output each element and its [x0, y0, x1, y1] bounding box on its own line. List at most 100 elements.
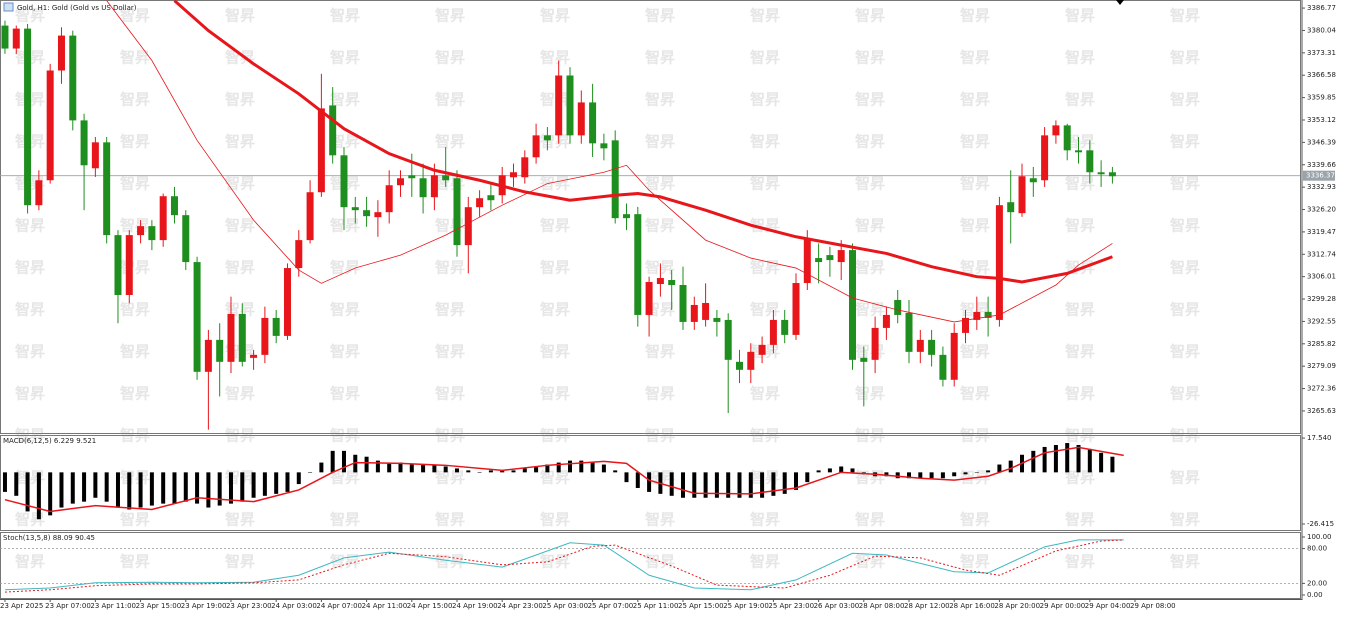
histogram-bar	[534, 466, 539, 473]
watermark: 智昇	[435, 343, 465, 361]
watermark: 智昇	[645, 217, 675, 235]
histogram-bar	[341, 450, 346, 473]
histogram-bar	[827, 468, 832, 473]
histogram-bar	[240, 472, 245, 502]
watermark: 智昇	[645, 343, 675, 361]
y-tick-label: 3366.58	[1307, 71, 1336, 79]
watermark: 智昇	[225, 553, 255, 571]
watermark: 智昇	[1170, 91, 1200, 109]
candle-body	[702, 302, 710, 320]
x-tick-label: 24 Apr 23:00	[497, 602, 543, 610]
watermark: 智昇	[435, 469, 465, 487]
histogram-bar	[1042, 446, 1047, 473]
watermark: 智昇	[960, 49, 990, 67]
histogram-bar	[929, 472, 934, 479]
watermark: 智昇	[1065, 217, 1095, 235]
watermark: 智昇	[225, 7, 255, 25]
x-tick-label: 23 Apr 07:00	[45, 602, 91, 610]
y-tick-label: -26.415	[1307, 520, 1334, 528]
watermark: 智昇	[15, 301, 45, 319]
watermark: 智昇	[645, 175, 675, 193]
watermark: 智昇	[855, 301, 885, 319]
histogram-bar	[726, 472, 731, 498]
watermark: 智昇	[540, 469, 570, 487]
histogram-bar	[556, 462, 561, 473]
candle-body	[849, 250, 857, 360]
y-tick-label: 3319.47	[1307, 228, 1336, 236]
watermark: 智昇	[750, 133, 780, 151]
watermark: 智昇	[330, 385, 360, 403]
watermark: 智昇	[225, 217, 255, 235]
watermark: 智昇	[960, 553, 990, 571]
histogram-bar	[228, 472, 233, 504]
watermark: 智昇	[855, 553, 885, 571]
watermark: 智昇	[435, 91, 465, 109]
histogram-bar	[794, 472, 799, 490]
watermark: 智昇	[750, 553, 780, 571]
watermark: 智昇	[1065, 553, 1095, 571]
watermark: 智昇	[330, 343, 360, 361]
watermark: 智昇	[1065, 7, 1095, 25]
x-tick-label: 29 Apr 04:00	[1085, 602, 1131, 610]
watermark: 智昇	[540, 301, 570, 319]
histogram-bar	[296, 472, 301, 485]
y-tick-label: 3339.66	[1307, 161, 1336, 169]
x-tick-label: 25 Apr 07:00	[588, 602, 634, 610]
histogram-bar	[319, 462, 324, 473]
watermark: 智昇	[750, 175, 780, 193]
watermark: 智昇	[120, 91, 150, 109]
histogram-bar	[1087, 448, 1092, 473]
y-tick-label: 20.00	[1307, 579, 1327, 587]
y-tick-label: 3353.12	[1307, 116, 1336, 124]
histogram-bar	[669, 472, 674, 496]
candle-body	[464, 207, 472, 246]
marker	[1116, 0, 1124, 5]
watermark: 智昇	[1065, 511, 1095, 529]
candle-body	[453, 178, 461, 246]
histogram-bar	[488, 470, 493, 473]
indicator-line	[4, 539, 1124, 593]
histogram-bar	[432, 464, 437, 473]
watermark: 智昇	[330, 217, 360, 235]
watermark: 智昇	[960, 91, 990, 109]
axes: 3386.77 3380.04 3373.31 3366.58 3359.85 3353.…	[0, 4, 1336, 610]
watermark: 智昇	[1065, 175, 1095, 193]
watermark: 智昇	[540, 49, 570, 67]
candle-body	[306, 192, 314, 241]
watermark: 智昇	[645, 511, 675, 529]
histogram-bar	[952, 472, 957, 477]
x-tick-label: 25 Apr 23:00	[768, 602, 814, 610]
candle-body	[543, 135, 551, 141]
watermark: 智昇	[645, 133, 675, 151]
watermark: 智昇	[855, 91, 885, 109]
histogram-bar	[104, 472, 109, 502]
candle-body	[159, 196, 167, 241]
histogram-bar	[579, 460, 584, 473]
candle-body	[317, 108, 325, 193]
watermark: 智昇	[1170, 385, 1200, 403]
watermark: 智昇	[645, 7, 675, 25]
macd-label: MACD(6,12,5) 6.229 9.521	[3, 437, 96, 445]
candle-body	[713, 317, 721, 322]
stoch-plot	[0, 539, 1300, 593]
histogram-bar	[48, 472, 53, 516]
watermark: 智昇	[120, 343, 150, 361]
y-tick-label: 3306.01	[1307, 273, 1336, 281]
indicator-line	[4, 539, 1124, 591]
histogram-bar	[93, 472, 98, 498]
x-tick-label: 24 Apr 07:00	[316, 602, 362, 610]
watermark: 智昇	[330, 259, 360, 277]
candle-body	[35, 180, 43, 206]
x-tick-label: 29 Apr 08:00	[1130, 602, 1176, 610]
watermark: 智昇	[1170, 133, 1200, 151]
histogram-bar	[14, 472, 19, 496]
candle-body	[125, 235, 133, 295]
histogram-bar	[1031, 450, 1036, 473]
histogram-bar	[940, 472, 945, 479]
chart-title: Gold, H1: Gold (Gold vs US Dollar)	[17, 4, 137, 12]
candle-body	[871, 327, 879, 360]
candle-body	[261, 317, 269, 355]
candle-body	[329, 105, 337, 156]
watermark: 智昇	[120, 49, 150, 67]
